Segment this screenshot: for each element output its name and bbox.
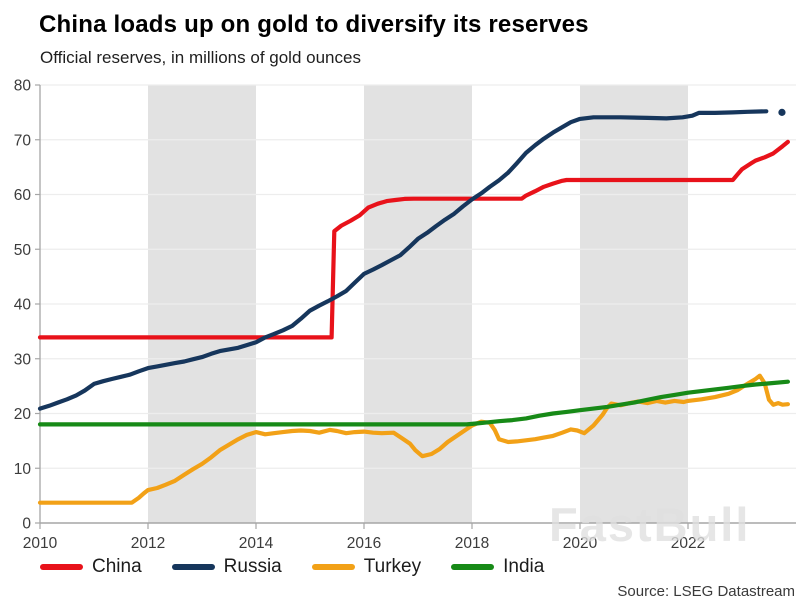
- legend-swatch-china: [40, 564, 83, 570]
- legend-swatch-india: [451, 564, 495, 570]
- y-tick-label: 70: [14, 132, 32, 149]
- legend-label-india: India: [503, 556, 545, 577]
- x-tick-label: 2010: [23, 535, 58, 552]
- legend-swatch-russia: [171, 564, 215, 570]
- x-tick-label: 2016: [347, 535, 381, 552]
- legend-item-india: India: [451, 556, 544, 578]
- legend-item-turkey: Turkey: [311, 556, 422, 578]
- y-tick-label: 50: [14, 242, 32, 259]
- y-tick-label: 40: [14, 297, 32, 314]
- series-line-india: [37, 379, 790, 427]
- y-tick-label: 0: [22, 516, 31, 533]
- y-tick-label: 30: [14, 351, 32, 368]
- y-tick-label: 20: [14, 406, 32, 423]
- x-tick-label: 2022: [671, 535, 705, 552]
- chart-subtitle: Official reserves, in millions of gold o…: [40, 48, 361, 67]
- x-tick-label: 2012: [131, 535, 165, 552]
- x-tick-label: 2020: [563, 535, 598, 552]
- series-line-turkey: [37, 373, 790, 505]
- legend-label-china: China: [92, 556, 142, 577]
- chart-title: China loads up on gold to diversify its …: [39, 11, 589, 38]
- x-tick-label: 2014: [239, 535, 274, 552]
- series-end-dot-russia: [778, 108, 786, 116]
- legend-swatch-turkey: [311, 564, 355, 570]
- legend-label-turkey: Turkey: [363, 556, 422, 577]
- legend-item-russia: Russia: [171, 556, 282, 578]
- legend-item-china: China: [40, 556, 142, 578]
- x-tick-label: 2018: [455, 535, 489, 552]
- legend-label-russia: Russia: [223, 556, 282, 577]
- y-tick-label: 10: [14, 461, 32, 478]
- y-tick-label: 80: [14, 78, 32, 95]
- chart-legend: China Russia Turkey India: [40, 556, 544, 578]
- y-tick-label: 60: [14, 187, 32, 204]
- series-line-china: [37, 139, 790, 340]
- series-line-russia: [37, 109, 769, 411]
- source-note: Source: LSEG Datastream: [617, 583, 795, 600]
